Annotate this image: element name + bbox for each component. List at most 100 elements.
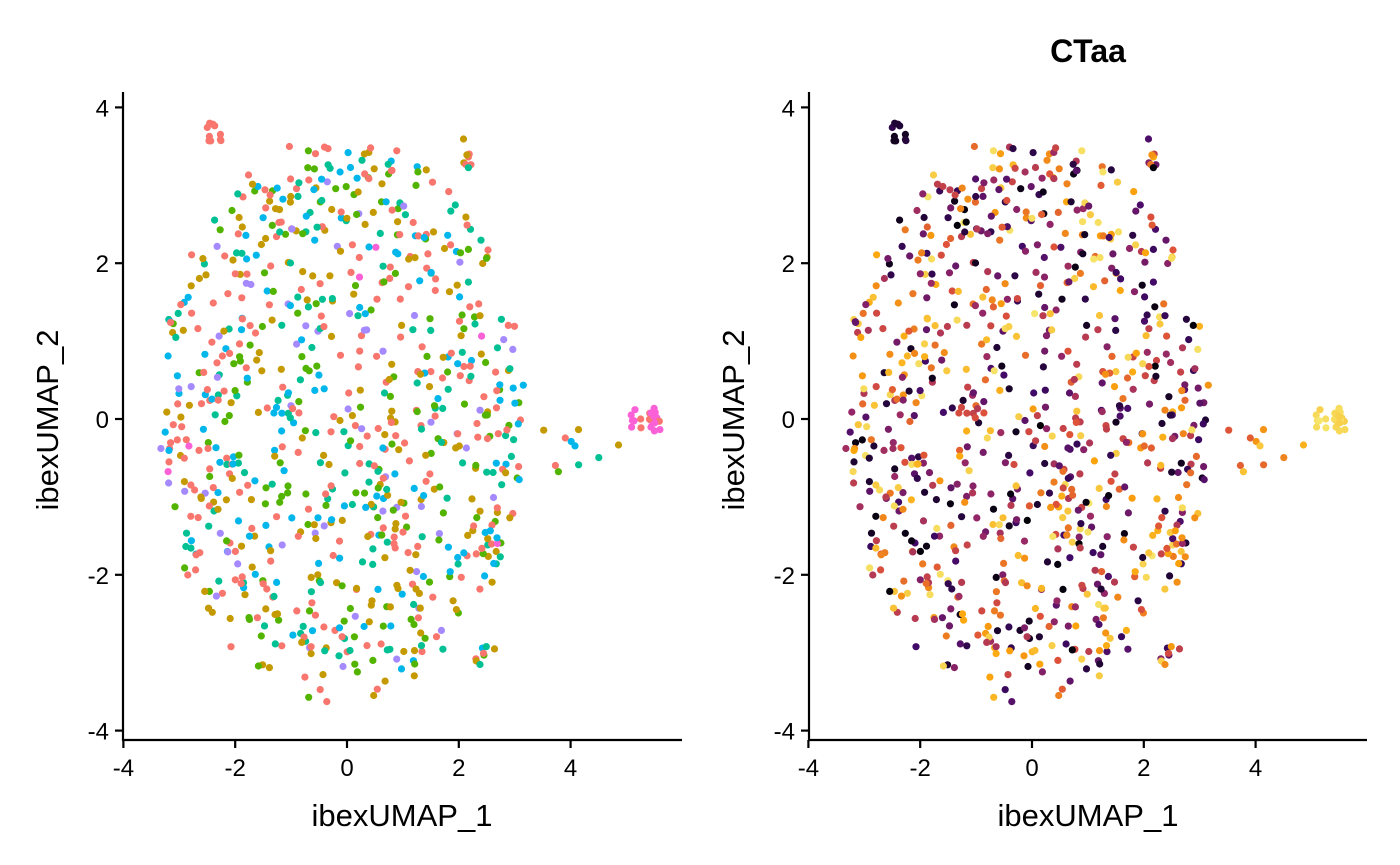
data-point: [405, 255, 413, 263]
data-point: [466, 362, 474, 370]
data-point: [1144, 135, 1153, 143]
data-point: [238, 223, 246, 231]
data-point: [944, 580, 952, 588]
data-point: [969, 482, 977, 490]
data-point: [1104, 572, 1112, 581]
data-point: [945, 269, 954, 277]
data-point: [869, 571, 877, 579]
data-point: [248, 563, 256, 571]
data-point: [561, 434, 569, 442]
data-point: [388, 360, 396, 368]
data-point: [367, 144, 375, 152]
scatter-points: [842, 119, 1349, 706]
data-point: [919, 560, 927, 568]
data-point: [1075, 533, 1083, 541]
data-point: [996, 611, 1005, 619]
data-point: [231, 270, 239, 278]
data-point: [1115, 485, 1123, 493]
data-point: [476, 406, 484, 414]
data-point: [1010, 460, 1018, 469]
panel-title: CTaa: [1050, 33, 1126, 69]
data-point: [979, 309, 987, 317]
data-point: [236, 488, 244, 496]
data-point: [963, 443, 971, 451]
data-point: [484, 246, 492, 254]
data-point: [918, 249, 926, 257]
data-point: [1066, 431, 1074, 439]
data-point: [889, 444, 897, 453]
data-point: [1149, 531, 1157, 540]
data-point: [1102, 425, 1111, 433]
data-point: [1147, 213, 1155, 221]
data-point: [277, 365, 285, 373]
x-tick-label: -2: [910, 755, 931, 782]
data-point: [294, 309, 302, 317]
data-point: [356, 386, 364, 394]
data-point: [311, 529, 319, 537]
data-point: [324, 145, 332, 153]
data-point: [1072, 167, 1081, 175]
data-point: [312, 300, 320, 308]
data-point: [877, 551, 885, 559]
data-point: [1070, 375, 1078, 384]
data-point: [1050, 243, 1058, 251]
data-point: [1013, 516, 1021, 524]
data-point: [1003, 295, 1012, 303]
data-point: [387, 167, 396, 175]
data-point: [1041, 386, 1049, 394]
data-point: [392, 432, 400, 440]
data-point: [244, 481, 252, 489]
data-point: [164, 352, 172, 360]
data-point: [439, 353, 447, 361]
data-point: [1086, 439, 1094, 447]
data-point: [983, 434, 991, 442]
data-point: [267, 557, 275, 565]
data-point: [1084, 528, 1092, 536]
data-point: [323, 698, 331, 706]
data-point: [432, 275, 440, 283]
data-point: [486, 527, 494, 535]
y-tick-label: 4: [96, 95, 109, 122]
data-point: [338, 633, 346, 641]
data-point: [417, 629, 425, 637]
data-point: [1025, 502, 1033, 510]
data-point: [181, 564, 189, 572]
data-point: [1055, 462, 1063, 470]
data-point: [1187, 432, 1195, 440]
data-point: [169, 421, 177, 429]
data-point: [336, 554, 344, 562]
data-point: [426, 315, 434, 323]
data-point: [278, 492, 286, 500]
data-point: [963, 492, 971, 500]
data-point: [203, 386, 211, 394]
data-point: [1177, 368, 1185, 376]
data-point: [1196, 399, 1204, 407]
data-point: [958, 610, 967, 618]
data-point: [268, 480, 276, 488]
data-point: [951, 191, 959, 199]
data-point: [1069, 160, 1077, 168]
data-point: [864, 326, 872, 334]
data-point: [278, 409, 286, 417]
data-point: [1122, 626, 1130, 635]
data-point: [1025, 428, 1033, 436]
data-point: [347, 437, 355, 445]
data-point: [255, 349, 263, 357]
data-point: [906, 417, 914, 426]
data-point: [886, 350, 894, 358]
data-point: [1113, 178, 1122, 186]
data-point: [471, 320, 479, 328]
data-point: [1039, 363, 1047, 371]
data-point: [374, 514, 382, 522]
data-point: [346, 163, 355, 172]
data-point: [919, 190, 927, 198]
data-point: [1082, 333, 1090, 341]
data-point: [1194, 384, 1202, 392]
data-point: [575, 461, 583, 469]
data-point: [637, 415, 645, 423]
data-point: [247, 496, 255, 504]
data-point: [930, 615, 939, 624]
data-point: [948, 585, 956, 593]
data-point: [212, 592, 220, 600]
